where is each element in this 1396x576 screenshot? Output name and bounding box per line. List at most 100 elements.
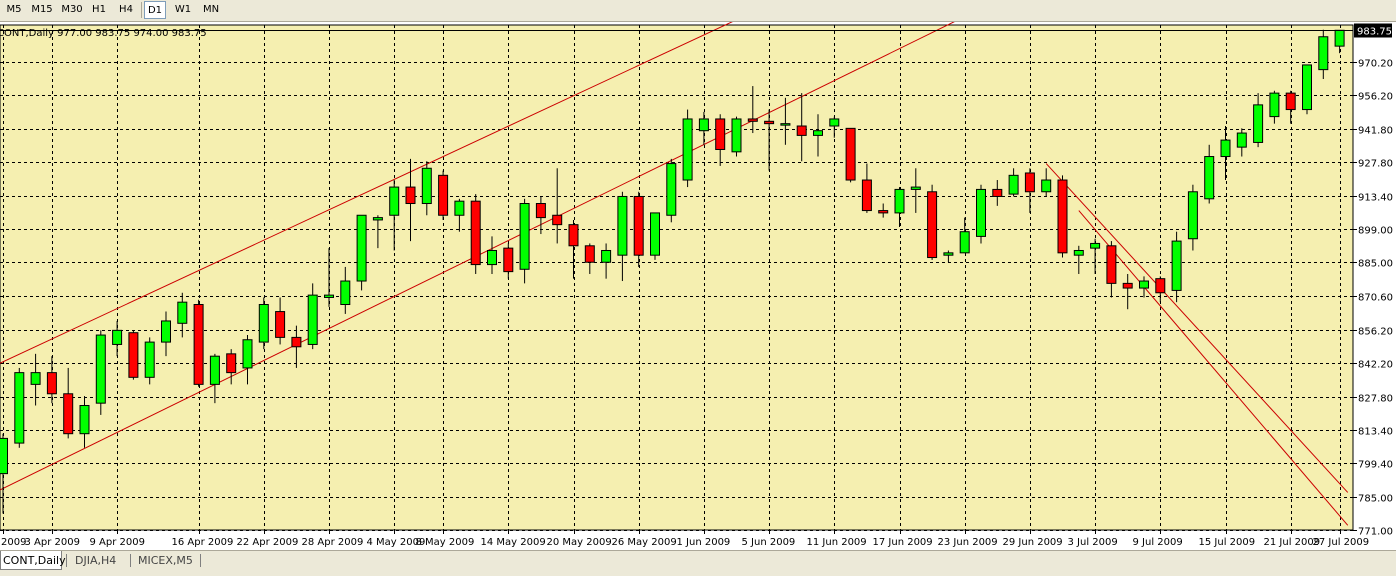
bullish-candle — [0, 437, 8, 475]
bearish-candle — [226, 353, 237, 374]
bullish-candle — [519, 203, 530, 270]
bearish-candle — [275, 311, 286, 338]
bearish-candle — [63, 393, 74, 435]
chart-info-label: CONT,Daily 977.00 983.75 974.00 983.75 — [0, 28, 207, 39]
bearish-candle — [715, 118, 726, 150]
bullish-candle — [1008, 174, 1019, 195]
bearish-candle — [128, 332, 139, 378]
bearish-candle — [747, 118, 758, 122]
bearish-candle — [878, 210, 889, 214]
y-axis-tick-label: 870.60 — [1358, 293, 1393, 304]
bullish-candle — [79, 405, 90, 435]
x-axis-tick-label: 22 Apr 2009 — [237, 537, 299, 548]
current-price-label: 983.75 — [1357, 27, 1392, 38]
symbol-tab-bar: CONT,Daily DJIA,H4 MICEX,M5 — [0, 550, 1396, 576]
bullish-candle — [1139, 280, 1149, 289]
bullish-candle — [421, 167, 432, 205]
timeframe-m15-button[interactable]: M15 — [31, 4, 53, 15]
timeframe-h1-button[interactable]: H1 — [92, 4, 106, 15]
timeframe-w1-button[interactable]: W1 — [174, 4, 192, 15]
bullish-candle — [1334, 29, 1345, 47]
y-axis-tick-label: 885.00 — [1358, 259, 1393, 270]
tab-cont-daily[interactable]: CONT,Daily — [0, 551, 66, 570]
bearish-candle — [291, 336, 302, 348]
bullish-candle — [1090, 242, 1101, 249]
y-axis-tick-label: 941.80 — [1358, 126, 1393, 137]
bullish-candle — [258, 304, 269, 343]
bullish-candle — [95, 334, 106, 404]
y-axis-tick-label: 899.00 — [1358, 226, 1393, 237]
bearish-candle — [633, 195, 644, 256]
x-axis-tick-label: 15 Jul 2009 — [1199, 537, 1256, 548]
bullish-candle — [1236, 132, 1247, 148]
bearish-candle — [1285, 92, 1296, 111]
x-axis-tick-label: 17 Jun 2009 — [873, 537, 933, 548]
bullish-candle — [389, 186, 400, 216]
x-axis-tick-label: 21 Jul 2009 — [1264, 537, 1321, 548]
bullish-candle — [894, 188, 905, 214]
y-axis-tick-label: 799.40 — [1358, 460, 1393, 471]
x-axis-tick-label: 23 Jun 2009 — [938, 537, 998, 548]
bullish-candle — [340, 280, 351, 306]
y-axis-tick-label: 771.00 — [1358, 527, 1393, 538]
trendline — [1045, 163, 1349, 493]
bullish-candle — [682, 118, 693, 181]
y-axis-tick-label: 827.80 — [1358, 394, 1393, 405]
y-axis-tick-label: 842.20 — [1358, 360, 1393, 371]
y-axis-tick-label: 856.20 — [1358, 327, 1393, 338]
trendline — [0, 22, 733, 364]
bullish-candle — [617, 195, 628, 256]
timeframe-mn-button[interactable]: MN — [202, 4, 220, 15]
bullish-candle — [666, 163, 677, 216]
bullish-candle — [487, 249, 497, 266]
tab-separator — [66, 554, 67, 567]
bullish-candle — [1073, 249, 1084, 256]
current-price-marker — [1354, 23, 1392, 38]
y-axis-tick-label: 813.40 — [1358, 427, 1393, 438]
y-axis-tick-label: 970.20 — [1358, 59, 1393, 70]
bearish-candle — [845, 127, 856, 181]
bearish-candle — [1106, 245, 1117, 284]
bearish-candle — [1024, 172, 1035, 193]
toolbar-separator — [141, 2, 142, 18]
y-axis-tick-label: 956.20 — [1358, 92, 1393, 103]
x-axis-tick-label: 27 Jul 2009 — [1313, 537, 1370, 548]
x-axis-tick-label: 3 Apr 2009 — [25, 537, 80, 548]
bullish-candle — [356, 214, 367, 282]
bullish-candle — [324, 294, 334, 298]
bullish-candle — [454, 200, 465, 216]
timeframe-d1-button[interactable]: D1 — [144, 1, 166, 19]
bullish-candle — [976, 188, 986, 237]
x-axis-tick-label: 8 May 2009 — [416, 537, 475, 548]
x-axis-tick-label: 11 Jun 2009 — [807, 537, 867, 548]
bullish-candle — [813, 130, 823, 136]
x-axis-tick-label: 5 Jun 2009 — [742, 537, 796, 548]
x-axis-tick-label: 20 May 2009 — [547, 537, 612, 548]
bearish-candle — [405, 186, 416, 205]
tab-micex-m5[interactable]: MICEX,M5 — [138, 554, 193, 567]
x-axis-tick-label: 3 Jul 2009 — [1068, 537, 1118, 548]
bullish-candle — [650, 212, 660, 256]
bullish-candle — [144, 341, 155, 378]
bullish-candle — [177, 301, 188, 324]
x-axis-tick-label: 14 May 2009 — [481, 537, 546, 548]
bullish-candle — [1220, 139, 1231, 158]
x-axis-tick-label: 2009 — [1, 537, 26, 548]
x-axis-tick-label: 16 Apr 2009 — [172, 537, 234, 548]
y-axis-tick-label: 913.40 — [1358, 193, 1393, 204]
bullish-candle — [14, 372, 25, 444]
bearish-candle — [796, 125, 807, 136]
timeframe-h4-button[interactable]: H4 — [119, 4, 133, 15]
bullish-candle — [698, 118, 709, 132]
timeframe-m30-button[interactable]: M30 — [61, 4, 83, 15]
tab-separator — [130, 554, 131, 567]
chart-window[interactable]: 771.00 785.00 799.40 813.40 827.80 842.20 856.… — [0, 22, 1396, 550]
bullish-candle — [307, 294, 318, 345]
tab-djia-h4[interactable]: DJIA,H4 — [75, 554, 117, 567]
candlestick-chart[interactable]: 771.00 785.00 799.40 813.40 827.80 842.20 856.… — [0, 22, 1396, 550]
x-axis-tick-label: 1 Jun 2009 — [677, 537, 731, 548]
bullish-candle — [910, 186, 921, 190]
bullish-candle — [1253, 104, 1264, 143]
bearish-candle — [1057, 179, 1068, 254]
timeframe-m5-button[interactable]: M5 — [6, 4, 22, 15]
